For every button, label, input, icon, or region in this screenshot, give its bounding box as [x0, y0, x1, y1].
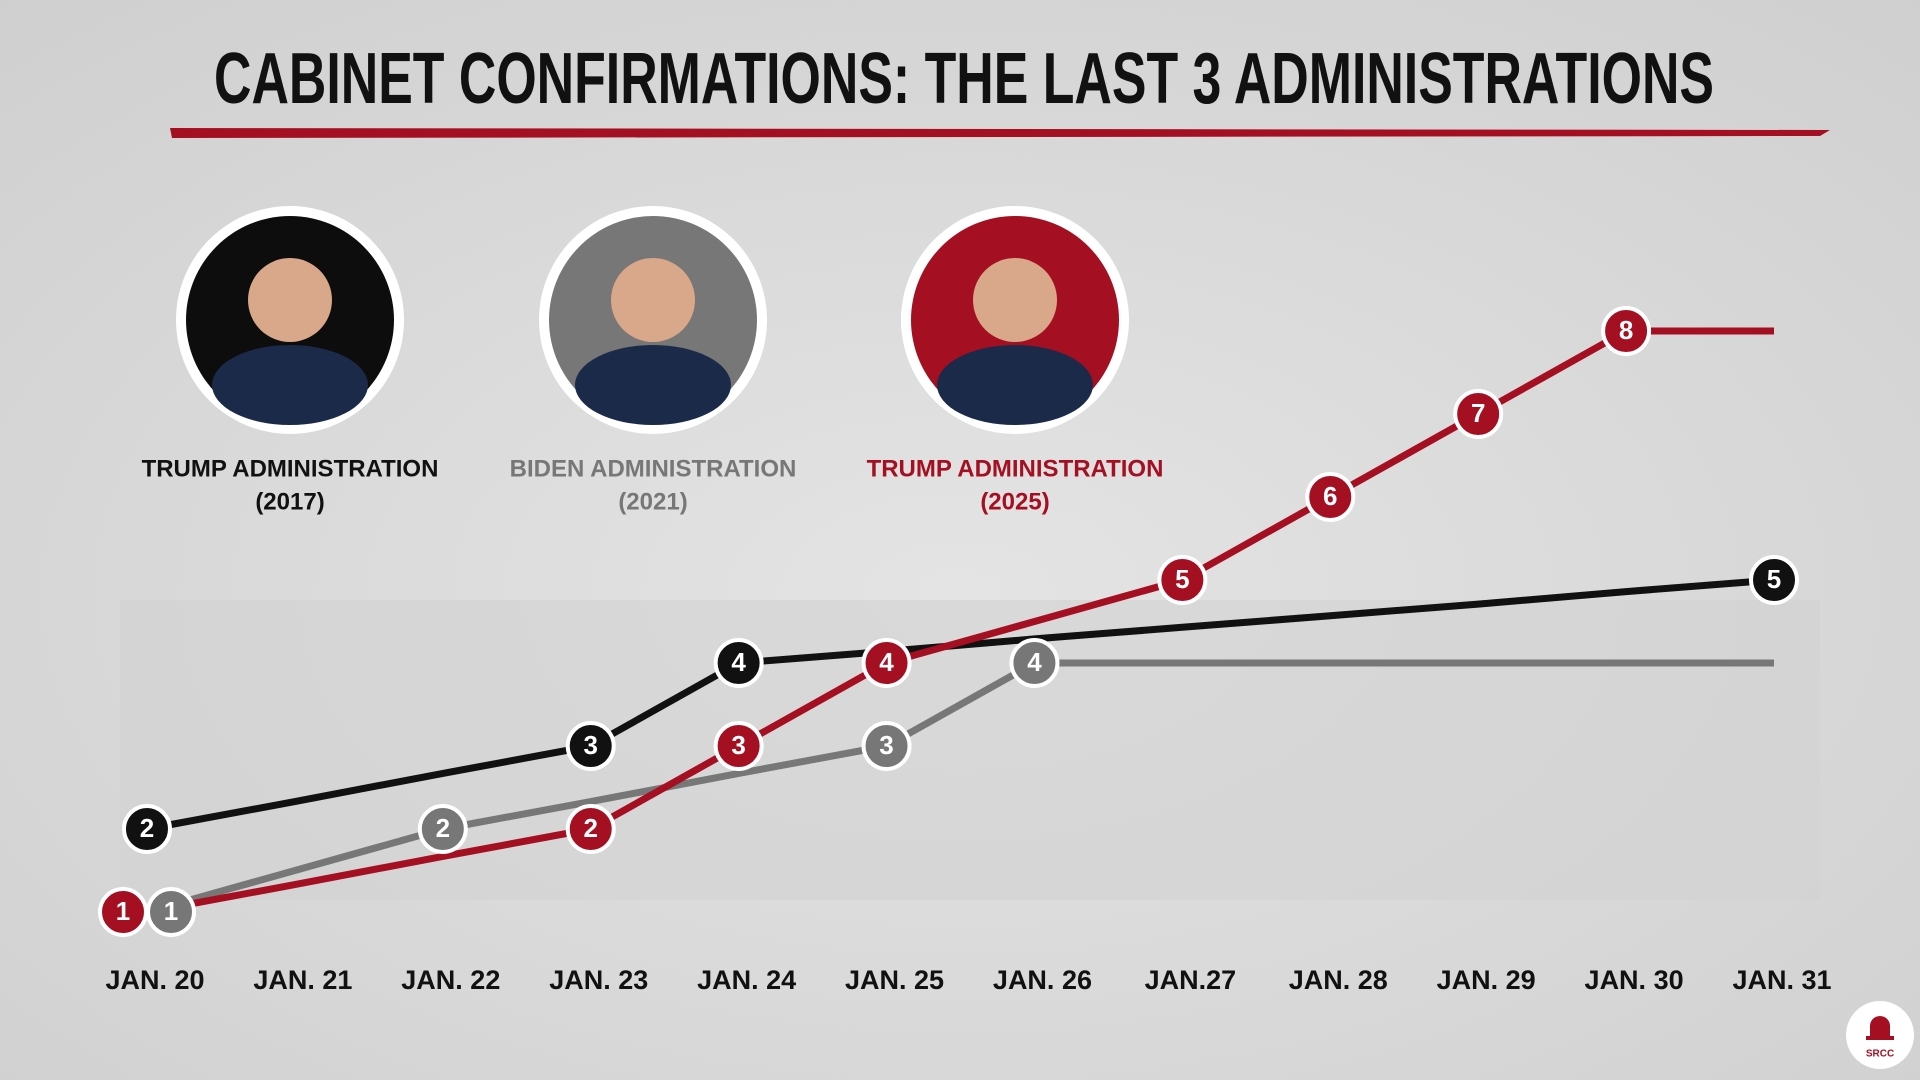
x-tick-label: JAN. 26	[993, 965, 1092, 995]
legend-period: (2017)	[255, 488, 324, 515]
point-marker	[861, 638, 912, 688]
data-label: 1	[116, 896, 130, 926]
x-tick-label: JAN. 29	[1437, 965, 1536, 995]
point-marker	[1749, 555, 1799, 605]
point-marker	[1601, 306, 1652, 356]
point-marker	[1453, 389, 1504, 439]
data-label: 5	[1767, 564, 1781, 594]
data-label: 8	[1619, 315, 1633, 345]
legend-period: (2025)	[980, 488, 1049, 515]
title-underline	[170, 128, 1830, 138]
point-marker	[1157, 555, 1208, 605]
series-line	[146, 659, 1774, 916]
data-label: 2	[140, 813, 154, 843]
legend-item: BIDEN ADMINISTRATION (2021)	[510, 206, 797, 515]
legend-period: (2021)	[618, 488, 687, 515]
point-marker	[98, 887, 148, 937]
data-label: 3	[879, 730, 893, 760]
legend-name: BIDEN ADMINISTRATION	[510, 455, 797, 482]
legend-photo-face	[248, 258, 332, 342]
data-label: 2	[583, 813, 597, 843]
point-marker	[565, 721, 616, 771]
x-tick-label: JAN. 22	[401, 965, 500, 995]
point-marker	[417, 804, 468, 854]
chart-title: CABINET CONFIRMATIONS: THE LAST 3 ADMINI…	[214, 39, 1714, 119]
data-label: 5	[1175, 564, 1189, 594]
legend-photo-figure	[937, 345, 1093, 425]
logo-dome	[1866, 1016, 1894, 1040]
data-label: 6	[1323, 481, 1337, 511]
point-marker	[1305, 472, 1356, 522]
data-label: 2	[436, 813, 450, 843]
legend-name: TRUMP ADMINISTRATION	[867, 455, 1164, 482]
legend-photo-face	[973, 258, 1057, 342]
x-tick-label: JAN. 25	[845, 965, 944, 995]
legend-photo-face	[611, 258, 695, 342]
point-marker	[713, 638, 764, 688]
x-tick-label: JAN. 21	[253, 965, 352, 995]
data-label: 3	[583, 730, 597, 760]
point-marker	[565, 804, 616, 854]
data-label: 7	[1471, 398, 1485, 428]
x-tick-label: JAN. 24	[697, 965, 796, 995]
legend-name: TRUMP ADMINISTRATION	[142, 455, 439, 482]
point-marker	[713, 721, 764, 771]
legend-item: TRUMP ADMINISTRATION (2017)	[142, 206, 439, 515]
x-tick-label: JAN.27	[1145, 965, 1237, 995]
x-tick-label: JAN. 31	[1732, 965, 1831, 995]
logo-text: SRCC	[1866, 1049, 1894, 1060]
point-marker	[861, 721, 912, 771]
data-label: 4	[879, 647, 894, 677]
point-marker	[122, 804, 172, 854]
legend-item: TRUMP ADMINISTRATION (2025)	[867, 206, 1164, 515]
x-tick-label: JAN. 20	[105, 965, 204, 995]
x-tick-label: JAN. 30	[1585, 965, 1684, 995]
legend-photo-figure	[212, 345, 368, 425]
data-label: 3	[731, 730, 745, 760]
legend-photo-figure	[575, 345, 731, 425]
data-label: 4	[1027, 647, 1042, 677]
background-building	[120, 600, 1820, 900]
point-marker	[1009, 638, 1060, 688]
data-label: 1	[164, 896, 178, 926]
data-label: 4	[731, 647, 746, 677]
x-tick-label: JAN. 28	[1289, 965, 1388, 995]
series-line	[146, 327, 1774, 916]
x-tick-label: JAN. 23	[549, 965, 648, 995]
logo: SRCC	[1846, 1001, 1914, 1069]
